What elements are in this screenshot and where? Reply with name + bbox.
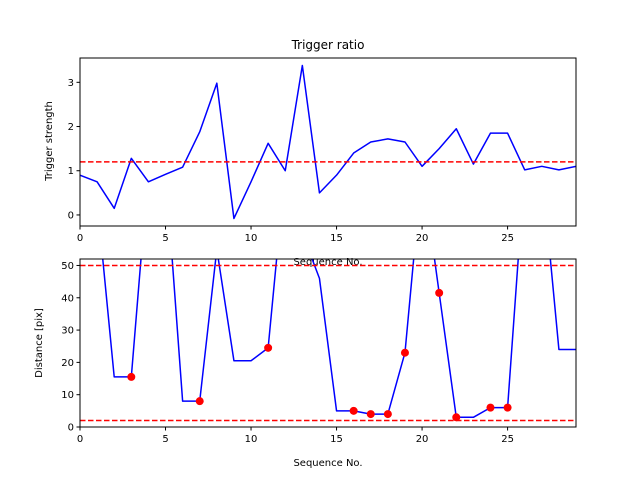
bottom-x-axis-label: Sequence No. [293,458,362,469]
x-tick-label: 15 [330,434,343,445]
x-tick-label: 10 [245,233,258,244]
x-tick-label: 20 [416,233,429,244]
bottom-plot-area: 0 5 10 15 20 25 0 10 20 30 40 50 [61,258,577,445]
data-point-marker [127,372,136,381]
y-tick-label: 50 [61,261,74,272]
x-tick-label: 15 [330,233,343,244]
axes-frame [79,258,577,428]
x-tick-label: 0 [77,233,83,244]
axes-frame [79,57,577,227]
y-tick-label: 1 [68,166,74,177]
y-tick-label: 20 [61,358,74,369]
data-point-marker [349,406,358,415]
bottom-y-axis-label: Distance [pix] [34,308,45,378]
y-tick-label: 0 [68,423,74,434]
data-point-marker [452,413,461,422]
x-tick-label: 0 [77,434,83,445]
data-point-marker [400,348,409,357]
x-tick-label: 10 [245,434,258,445]
y-tick-label: 2 [68,122,74,133]
data-point-marker [383,410,392,419]
top-chart-title: Trigger ratio [291,38,365,52]
y-tick-label: 40 [61,293,74,304]
x-tick-label: 5 [162,233,168,244]
x-tick-label: 5 [162,434,168,445]
series-line-0 [80,64,576,220]
y-tick-label: 3 [68,78,74,89]
top-x-axis-label: Sequence No. [293,257,362,268]
x-tick-label: 25 [501,233,514,244]
top-chart: Trigger ratio 0 5 10 15 20 25 0 1 2 3 Sequence No… [44,38,577,268]
y-tick-label: 0 [68,210,74,221]
x-tick-label: 20 [416,434,429,445]
data-point-marker [435,288,444,297]
y-tick-label: 30 [61,326,74,337]
data-point-marker [366,410,375,419]
top-y-axis-label: Trigger strength [44,101,55,182]
data-point-marker [486,403,495,412]
y-tick-label: 10 [61,390,74,401]
bottom-chart: 0 5 10 15 20 25 0 10 20 30 40 50 Sequence No. Dista… [34,258,577,469]
data-point-marker [195,397,204,406]
data-point-marker [503,403,512,412]
data-point-marker [264,343,273,352]
x-tick-label: 25 [501,434,514,445]
top-plot-area: 0 5 10 15 20 25 0 1 2 3 [68,57,577,244]
